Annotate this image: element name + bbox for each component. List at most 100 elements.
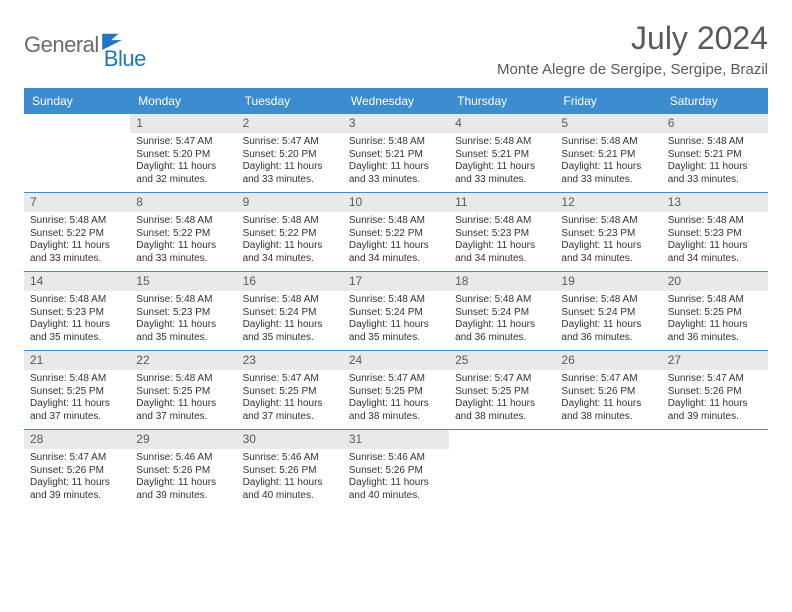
- day-info-line: Sunset: 5:24 PM: [561, 307, 655, 320]
- day-info-line: Daylight: 11 hours and 34 minutes.: [243, 240, 337, 265]
- day-number: 10: [343, 193, 449, 212]
- day-info-line: Sunrise: 5:47 AM: [243, 373, 337, 386]
- day-body: Sunrise: 5:46 AMSunset: 5:26 PMDaylight:…: [237, 449, 343, 508]
- calendar-day: 7Sunrise: 5:48 AMSunset: 5:22 PMDaylight…: [24, 193, 130, 271]
- calendar-day: 21Sunrise: 5:48 AMSunset: 5:25 PMDayligh…: [24, 351, 130, 429]
- day-info-line: Daylight: 11 hours and 40 minutes.: [349, 477, 443, 502]
- calendar-day: 26Sunrise: 5:47 AMSunset: 5:26 PMDayligh…: [555, 351, 661, 429]
- day-info-line: Sunset: 5:26 PM: [243, 465, 337, 478]
- day-info-line: Sunset: 5:26 PM: [668, 386, 762, 399]
- day-body: Sunrise: 5:48 AMSunset: 5:21 PMDaylight:…: [343, 133, 449, 192]
- day-info-line: Sunset: 5:25 PM: [668, 307, 762, 320]
- day-body: Sunrise: 5:48 AMSunset: 5:23 PMDaylight:…: [449, 212, 555, 271]
- day-info-line: Sunrise: 5:48 AM: [455, 294, 549, 307]
- day-info-line: Sunset: 5:21 PM: [561, 149, 655, 162]
- day-body: Sunrise: 5:48 AMSunset: 5:25 PMDaylight:…: [24, 370, 130, 429]
- calendar-page: General Blue July 2024 Monte Alegre de S…: [0, 0, 792, 528]
- day-body: Sunrise: 5:46 AMSunset: 5:26 PMDaylight:…: [130, 449, 236, 508]
- day-info-line: Daylight: 11 hours and 37 minutes.: [136, 398, 230, 423]
- day-info-line: Sunrise: 5:47 AM: [30, 452, 124, 465]
- day-info-line: Daylight: 11 hours and 33 minutes.: [30, 240, 124, 265]
- weekday-label: Monday: [130, 88, 236, 114]
- day-body: Sunrise: 5:47 AMSunset: 5:20 PMDaylight:…: [237, 133, 343, 192]
- day-info-line: Sunrise: 5:48 AM: [455, 215, 549, 228]
- day-number: 20: [662, 272, 768, 291]
- day-body: Sunrise: 5:48 AMSunset: 5:24 PMDaylight:…: [237, 291, 343, 350]
- calendar-week: 14Sunrise: 5:48 AMSunset: 5:23 PMDayligh…: [24, 272, 768, 351]
- calendar-day: 18Sunrise: 5:48 AMSunset: 5:24 PMDayligh…: [449, 272, 555, 350]
- day-body: Sunrise: 5:48 AMSunset: 5:23 PMDaylight:…: [555, 212, 661, 271]
- day-body: Sunrise: 5:48 AMSunset: 5:25 PMDaylight:…: [130, 370, 236, 429]
- day-body: Sunrise: 5:47 AMSunset: 5:25 PMDaylight:…: [343, 370, 449, 429]
- day-info-line: Sunrise: 5:47 AM: [349, 373, 443, 386]
- day-number: 30: [237, 430, 343, 449]
- day-info-line: Sunset: 5:23 PM: [668, 228, 762, 241]
- calendar-day: [24, 114, 130, 192]
- day-info-line: Sunrise: 5:46 AM: [243, 452, 337, 465]
- day-body: Sunrise: 5:48 AMSunset: 5:24 PMDaylight:…: [555, 291, 661, 350]
- location: Monte Alegre de Sergipe, Sergipe, Brazil: [497, 61, 768, 78]
- day-info-line: Sunrise: 5:48 AM: [668, 136, 762, 149]
- day-body: Sunrise: 5:48 AMSunset: 5:24 PMDaylight:…: [343, 291, 449, 350]
- weekday-label: Sunday: [24, 88, 130, 114]
- day-info-line: Daylight: 11 hours and 34 minutes.: [668, 240, 762, 265]
- day-body: Sunrise: 5:48 AMSunset: 5:22 PMDaylight:…: [24, 212, 130, 271]
- weekday-label: Wednesday: [343, 88, 449, 114]
- calendar-day: 4Sunrise: 5:48 AMSunset: 5:21 PMDaylight…: [449, 114, 555, 192]
- calendar-day: 15Sunrise: 5:48 AMSunset: 5:23 PMDayligh…: [130, 272, 236, 350]
- calendar-day: 13Sunrise: 5:48 AMSunset: 5:23 PMDayligh…: [662, 193, 768, 271]
- day-info-line: Daylight: 11 hours and 39 minutes.: [30, 477, 124, 502]
- calendar-day: 9Sunrise: 5:48 AMSunset: 5:22 PMDaylight…: [237, 193, 343, 271]
- day-number: 12: [555, 193, 661, 212]
- day-body: Sunrise: 5:48 AMSunset: 5:22 PMDaylight:…: [237, 212, 343, 271]
- calendar-day: 29Sunrise: 5:46 AMSunset: 5:26 PMDayligh…: [130, 430, 236, 508]
- day-info-line: Sunset: 5:26 PM: [349, 465, 443, 478]
- day-info-line: Sunset: 5:25 PM: [455, 386, 549, 399]
- day-number: 3: [343, 114, 449, 133]
- day-info-line: Daylight: 11 hours and 33 minutes.: [136, 240, 230, 265]
- day-info-line: Sunrise: 5:48 AM: [668, 215, 762, 228]
- weekday-label: Friday: [555, 88, 661, 114]
- weeks-container: 1Sunrise: 5:47 AMSunset: 5:20 PMDaylight…: [24, 114, 768, 508]
- day-info-line: Sunset: 5:22 PM: [136, 228, 230, 241]
- day-body: Sunrise: 5:48 AMSunset: 5:22 PMDaylight:…: [343, 212, 449, 271]
- day-number: 13: [662, 193, 768, 212]
- day-number: 28: [24, 430, 130, 449]
- day-number: 25: [449, 351, 555, 370]
- day-body: Sunrise: 5:47 AMSunset: 5:26 PMDaylight:…: [555, 370, 661, 429]
- day-body: Sunrise: 5:48 AMSunset: 5:23 PMDaylight:…: [662, 212, 768, 271]
- day-number: 15: [130, 272, 236, 291]
- day-number: 22: [130, 351, 236, 370]
- calendar-week: 21Sunrise: 5:48 AMSunset: 5:25 PMDayligh…: [24, 351, 768, 430]
- day-info-line: Sunrise: 5:48 AM: [136, 215, 230, 228]
- calendar-day: 3Sunrise: 5:48 AMSunset: 5:21 PMDaylight…: [343, 114, 449, 192]
- day-body: Sunrise: 5:46 AMSunset: 5:26 PMDaylight:…: [343, 449, 449, 508]
- header: General Blue July 2024 Monte Alegre de S…: [24, 20, 768, 78]
- day-info-line: Sunset: 5:25 PM: [136, 386, 230, 399]
- day-info-line: Sunrise: 5:48 AM: [349, 215, 443, 228]
- day-body: Sunrise: 5:47 AMSunset: 5:26 PMDaylight:…: [662, 370, 768, 429]
- day-number: 5: [555, 114, 661, 133]
- day-info-line: Daylight: 11 hours and 39 minutes.: [136, 477, 230, 502]
- day-info-line: Daylight: 11 hours and 35 minutes.: [30, 319, 124, 344]
- day-number: 27: [662, 351, 768, 370]
- day-info-line: Sunrise: 5:48 AM: [349, 294, 443, 307]
- day-info-line: Sunrise: 5:48 AM: [561, 294, 655, 307]
- day-info-line: Sunset: 5:24 PM: [455, 307, 549, 320]
- day-info-line: Daylight: 11 hours and 40 minutes.: [243, 477, 337, 502]
- calendar-day: 6Sunrise: 5:48 AMSunset: 5:21 PMDaylight…: [662, 114, 768, 192]
- day-info-line: Daylight: 11 hours and 39 minutes.: [668, 398, 762, 423]
- day-info-line: Daylight: 11 hours and 34 minutes.: [349, 240, 443, 265]
- calendar-day: [662, 430, 768, 508]
- calendar-day: [449, 430, 555, 508]
- day-info-line: Sunset: 5:21 PM: [349, 149, 443, 162]
- day-number: 7: [24, 193, 130, 212]
- day-info-line: Sunrise: 5:47 AM: [561, 373, 655, 386]
- day-number: 14: [24, 272, 130, 291]
- day-number: 17: [343, 272, 449, 291]
- day-info-line: Daylight: 11 hours and 32 minutes.: [136, 161, 230, 186]
- day-info-line: Sunrise: 5:47 AM: [136, 136, 230, 149]
- day-info-line: Sunset: 5:23 PM: [561, 228, 655, 241]
- day-info-line: Daylight: 11 hours and 36 minutes.: [455, 319, 549, 344]
- calendar-day: 16Sunrise: 5:48 AMSunset: 5:24 PMDayligh…: [237, 272, 343, 350]
